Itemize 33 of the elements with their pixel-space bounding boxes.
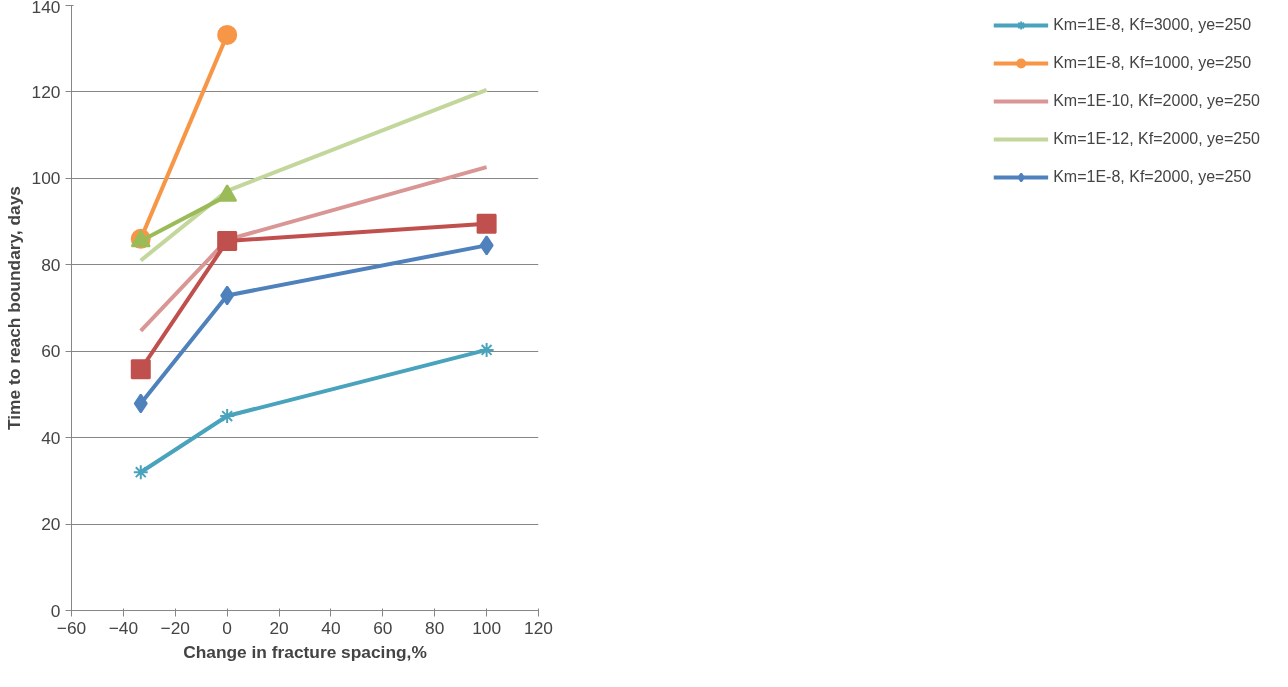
legend-label: Km=1E-8, Kf=3000, ye=250 bbox=[1053, 16, 1252, 34]
point bbox=[220, 285, 235, 306]
point bbox=[133, 393, 148, 414]
x-tick-label: 20 bbox=[269, 617, 289, 638]
x-axis-title: Change in fracture spacing,% bbox=[183, 641, 427, 662]
y-tick-label: 40 bbox=[41, 427, 61, 448]
x-tick-label: 60 bbox=[373, 617, 393, 638]
x-tick-label: 0 bbox=[222, 617, 232, 638]
y-tick-label: 80 bbox=[41, 254, 61, 275]
y-tick-label: 100 bbox=[31, 168, 61, 189]
point bbox=[130, 359, 151, 380]
point bbox=[219, 408, 236, 425]
x-tick-label: −20 bbox=[160, 617, 190, 638]
x-tick-label: 80 bbox=[425, 617, 445, 638]
point bbox=[479, 235, 494, 256]
point bbox=[217, 24, 238, 45]
y-tick-label: 20 bbox=[41, 514, 61, 535]
point bbox=[478, 341, 495, 358]
x-tick-label: 100 bbox=[472, 617, 502, 638]
point bbox=[217, 231, 238, 252]
x-tick-label: 40 bbox=[321, 617, 341, 638]
x-tick-label: −40 bbox=[108, 617, 139, 638]
legend-label: Km=1E-12, Kf=2000, ye=250 bbox=[1053, 130, 1260, 148]
point bbox=[476, 213, 497, 234]
point bbox=[132, 464, 149, 481]
y-axis-title: Time to reach boundary, days bbox=[3, 186, 24, 430]
legend-label: Km=1E-8, Kf=2000, ye=250 bbox=[1053, 168, 1252, 186]
y-tick-label: 120 bbox=[31, 81, 61, 102]
legend-label: Km=1E-8, Kf=1000, ye=250 bbox=[1053, 54, 1252, 72]
y-tick-label: 140 bbox=[31, 0, 61, 17]
y-tick-label: 60 bbox=[41, 341, 61, 362]
x-tick-label: 120 bbox=[524, 617, 553, 638]
legend-label: Km=1E-10, Kf=2000, ye=250 bbox=[1053, 92, 1260, 110]
